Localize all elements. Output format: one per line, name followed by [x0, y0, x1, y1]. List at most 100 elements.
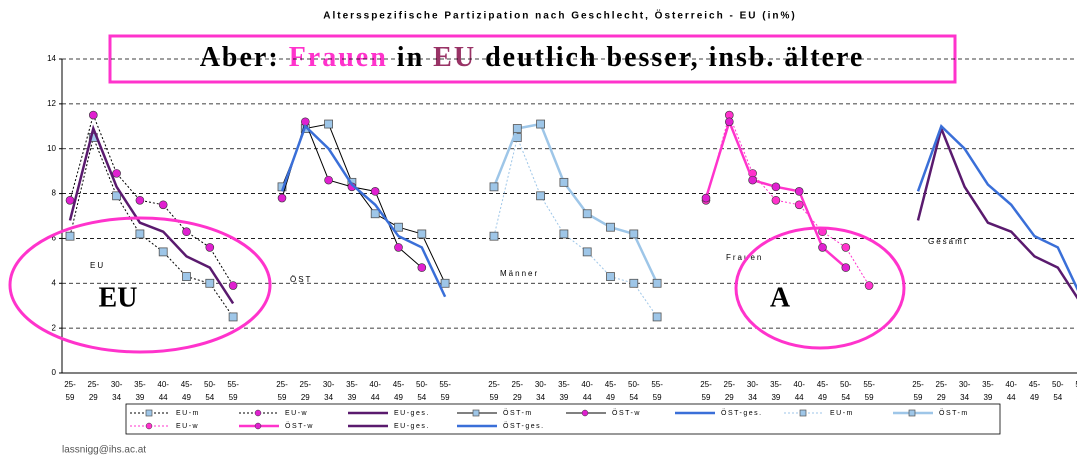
point: [135, 229, 145, 239]
legend-label: EU-w: [285, 410, 308, 417]
y-tick-label: 8: [52, 189, 57, 198]
headline-part: in: [397, 42, 424, 73]
x-tick-label: 30-34: [747, 380, 759, 402]
legend-marker: [472, 409, 480, 417]
x-tick-label: 30-34: [959, 380, 971, 402]
headline-part: deutlich besser, insb. ältere: [485, 42, 864, 73]
legend-label: EU-w: [176, 423, 199, 430]
highlight-ellipse: [8, 216, 272, 354]
series-line: [492, 122, 659, 284]
point: [606, 272, 615, 281]
point: [65, 196, 75, 205]
legend-label: EU-m: [176, 410, 200, 417]
x-tick-label: 35-39: [558, 380, 570, 402]
point: [135, 196, 145, 205]
x-tick-label: 45-49: [1029, 380, 1041, 402]
panel-label: Männer: [500, 269, 539, 278]
legend-label: ÖST-m: [503, 409, 533, 417]
y-tick-label: 2: [52, 323, 57, 332]
point: [489, 182, 499, 192]
y-tick-label: 0: [52, 368, 57, 377]
x-tick-label: 45-49: [605, 380, 617, 402]
series-line: [68, 124, 235, 305]
point: [771, 182, 781, 192]
point: [440, 278, 450, 288]
point: [841, 243, 851, 252]
legend-label: ÖST-w: [612, 409, 641, 417]
x-tick-label: 40-44: [581, 380, 593, 402]
headline: Aber: Frauen in EU deutlich besser, insb…: [200, 42, 865, 73]
legend-marker: [581, 409, 589, 417]
x-tick-label: 50-54: [1052, 380, 1064, 402]
point: [228, 281, 238, 290]
point: [841, 263, 851, 272]
x-tick-label: 35-39: [346, 380, 358, 402]
x-tick-label: 35-39: [982, 380, 994, 402]
panel-label: Gesamt: [928, 237, 968, 246]
x-tick-label: 30-34: [535, 380, 547, 402]
point: [748, 175, 757, 185]
x-tick-label: 25-29: [512, 380, 524, 402]
series-line: [705, 113, 870, 286]
point: [771, 196, 781, 205]
point: [582, 247, 592, 257]
legend-marker: [254, 422, 262, 430]
x-tick-label: 45-49: [181, 380, 193, 402]
chart-title: Altersspezifische Partizipation nach Ges…: [323, 9, 796, 22]
panel-label: Frauen: [726, 253, 763, 262]
point: [112, 191, 121, 201]
legend-label: ÖST-ges.: [503, 422, 545, 430]
x-tick-label: 25-59: [488, 380, 500, 402]
x-tick-label: 55-59: [863, 380, 875, 402]
point: [559, 229, 569, 239]
point: [89, 110, 98, 120]
x-tick-label: 40-44: [157, 380, 169, 402]
x-tick-label: 25-59: [912, 380, 924, 402]
footer: lassnigg@ihs.ac.at: [62, 445, 146, 456]
point: [512, 124, 522, 133]
series-line: [493, 135, 658, 318]
legend-label: EU-ges.: [394, 410, 430, 417]
point: [417, 229, 427, 239]
point: [370, 187, 380, 196]
headline-part: Frauen: [289, 42, 388, 73]
series-line: [69, 113, 234, 286]
panel-label: EU: [90, 261, 105, 270]
point: [724, 117, 734, 127]
x-tick-label: 30-34: [323, 380, 335, 402]
point: [629, 229, 639, 239]
x-tick-label: 25-29: [724, 380, 736, 402]
point: [370, 209, 380, 219]
series-line: [280, 124, 447, 298]
x-tick-label: 55-59: [651, 380, 663, 402]
x-tick-label: 50-54: [416, 380, 428, 402]
highlight-ellipse: [734, 226, 906, 350]
series-line: [281, 123, 446, 284]
point: [65, 231, 75, 241]
panel-label: ÖST: [290, 275, 312, 284]
point: [324, 119, 334, 129]
x-tick-label: 50-54: [628, 380, 640, 402]
legend-marker: [799, 409, 807, 417]
x-tick-label: 25-29: [300, 380, 312, 402]
x-tick-label: 30-34: [111, 380, 123, 402]
x-tick-label: 25-29: [88, 380, 100, 402]
x-tick-label: 25-29: [936, 380, 948, 402]
y-tick-label: 10: [47, 144, 56, 153]
point: [277, 193, 287, 203]
legend-marker: [254, 409, 262, 417]
x-tick-label: 25-59: [64, 380, 76, 402]
point: [701, 193, 711, 203]
x-tick-label: 50-54: [204, 380, 216, 402]
headline-part: EU: [433, 42, 476, 73]
legend-label: EU-m: [830, 410, 854, 417]
x-tick-label: 40-44: [1005, 380, 1017, 402]
point: [489, 231, 499, 241]
legend-marker: [145, 409, 153, 417]
point: [158, 200, 168, 210]
point: [182, 272, 191, 281]
series-line: [916, 124, 1077, 300]
point: [559, 177, 569, 187]
legend-label: ÖST-m: [939, 409, 969, 417]
